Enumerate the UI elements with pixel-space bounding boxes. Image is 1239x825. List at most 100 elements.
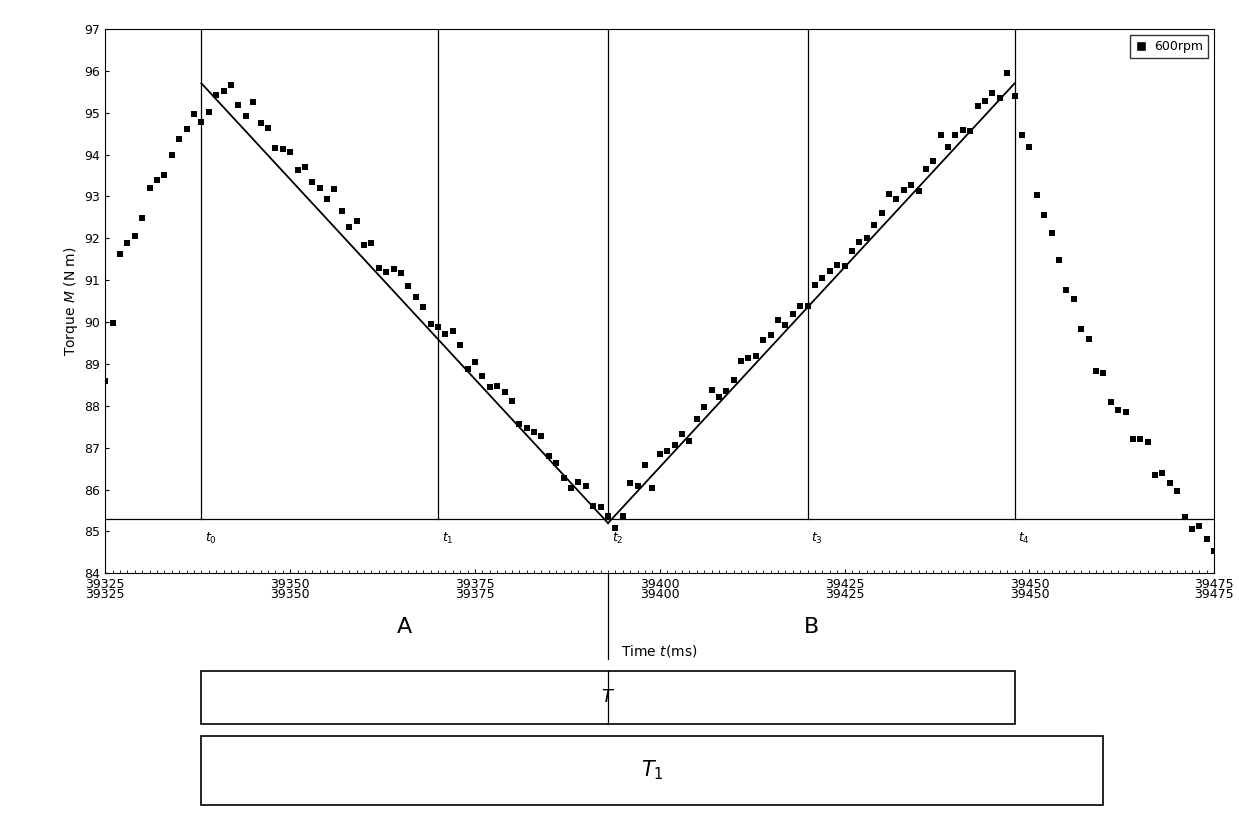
- Point: [317, 192, 337, 205]
- Point: [591, 500, 611, 513]
- Point: [235, 110, 255, 123]
- Point: [1182, 522, 1202, 535]
- Point: [657, 444, 676, 457]
- Point: [613, 510, 633, 523]
- Point: [701, 384, 721, 397]
- Point: [377, 265, 396, 278]
- Point: [265, 141, 285, 154]
- Point: [258, 122, 278, 135]
- Point: [347, 214, 367, 228]
- Point: [554, 472, 574, 485]
- Point: [103, 317, 123, 330]
- Point: [1012, 128, 1032, 141]
- Point: [406, 290, 426, 304]
- Point: [95, 375, 115, 388]
- Text: 39375: 39375: [455, 588, 494, 601]
- Point: [1094, 366, 1114, 380]
- Point: [287, 163, 307, 177]
- Point: [569, 475, 589, 488]
- Point: [1057, 283, 1077, 296]
- Point: [147, 173, 167, 186]
- Point: [384, 262, 404, 276]
- Point: [997, 66, 1017, 79]
- Point: [805, 279, 825, 292]
- Point: [414, 300, 434, 314]
- Point: [968, 99, 987, 112]
- Point: [392, 266, 411, 280]
- Point: [746, 349, 766, 362]
- Point: [310, 182, 330, 195]
- Point: [813, 271, 833, 284]
- Point: [162, 148, 182, 161]
- Point: [843, 244, 862, 257]
- Point: [916, 163, 935, 176]
- Point: [539, 450, 559, 463]
- Text: $t_2$: $t_2$: [612, 530, 623, 546]
- Text: A: A: [396, 617, 413, 637]
- Point: [228, 98, 248, 111]
- Point: [738, 351, 758, 364]
- Point: [295, 160, 315, 173]
- Point: [783, 308, 803, 321]
- Point: [465, 356, 484, 369]
- Point: [1108, 403, 1127, 417]
- Point: [1123, 432, 1142, 446]
- Point: [901, 178, 921, 191]
- Text: 39350: 39350: [270, 588, 310, 601]
- Point: [1079, 332, 1099, 346]
- Point: [790, 299, 810, 313]
- Point: [1115, 406, 1135, 419]
- Point: [923, 154, 943, 167]
- Point: [1197, 532, 1217, 545]
- Point: [636, 459, 655, 472]
- Point: [339, 220, 359, 233]
- Point: [332, 205, 352, 218]
- Point: [621, 477, 641, 490]
- Point: [664, 439, 684, 452]
- Point: [487, 380, 507, 393]
- Text: 39400: 39400: [641, 588, 679, 601]
- Point: [170, 132, 190, 145]
- Point: [865, 219, 885, 232]
- Point: [250, 116, 270, 130]
- Point: [325, 182, 344, 196]
- Point: [798, 300, 818, 314]
- Point: [820, 265, 840, 278]
- Point: [442, 324, 462, 337]
- Text: 39475: 39475: [1194, 588, 1234, 601]
- Point: [938, 140, 958, 153]
- Point: [177, 122, 197, 135]
- Point: [399, 280, 419, 293]
- Point: [1042, 226, 1062, 239]
- Point: [835, 260, 855, 273]
- Point: [953, 124, 973, 137]
- Point: [155, 168, 175, 182]
- Point: [133, 211, 152, 224]
- Point: [878, 187, 898, 200]
- Point: [694, 400, 714, 413]
- Point: [457, 363, 477, 376]
- Point: [1087, 365, 1106, 378]
- Point: [716, 384, 736, 398]
- Point: [724, 374, 743, 387]
- Text: $t_4$: $t_4$: [1018, 530, 1030, 546]
- Point: [1130, 432, 1150, 446]
- Point: [561, 481, 581, 494]
- Text: Time $t$(ms): Time $t$(ms): [622, 644, 698, 659]
- Point: [517, 422, 536, 435]
- Point: [273, 143, 292, 156]
- Point: [1160, 477, 1180, 490]
- Point: [1145, 469, 1165, 482]
- Point: [185, 108, 204, 121]
- Point: [606, 521, 626, 535]
- Text: 39425: 39425: [825, 588, 865, 601]
- Point: [110, 248, 130, 261]
- Point: [435, 327, 455, 340]
- Point: [243, 96, 263, 109]
- Text: $T$: $T$: [601, 689, 615, 706]
- Point: [753, 333, 773, 346]
- Point: [761, 328, 781, 342]
- Point: [192, 116, 212, 129]
- Point: [776, 318, 795, 332]
- Point: [672, 427, 691, 441]
